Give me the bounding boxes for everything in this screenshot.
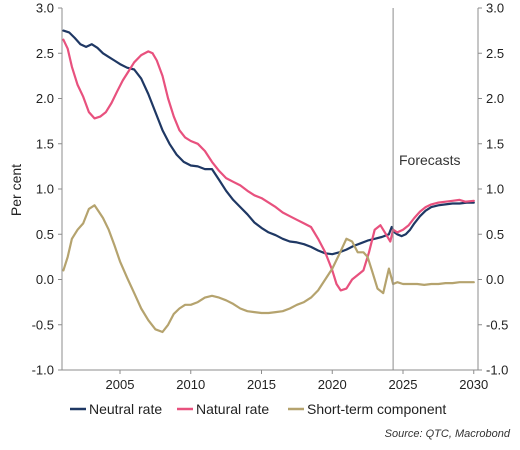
x-tick-label: 2005 [106,377,135,392]
y-tick-label: 1.0 [36,182,54,197]
y-tick-label-right: 0.5 [486,227,504,242]
legend-label-short-term-component: Short-term component [307,401,446,417]
series-line-neutral-rate [62,29,475,256]
legend: Neutral rate Natural rate Short-term compo… [70,401,446,417]
x-tick-label: 2025 [389,377,418,392]
y-tick-label: -0.5 [32,317,54,332]
source-note: Source: QTC, Macrobond [385,428,511,440]
y-tick-label: 0.5 [36,227,54,242]
y-tick-label: 1.5 [36,136,54,151]
y-tick-label-right: -0.5 [486,317,508,332]
y-tick-label-right: 2.5 [486,46,504,61]
legend-label-natural-rate: Natural rate [196,401,269,417]
y-tick-label-right: 1.0 [486,182,504,197]
y-tick-label-right: 1.5 [486,136,504,151]
y-tick-label: 3.0 [36,1,54,16]
y-tick-label: 2.0 [36,91,54,106]
right-y-axis-ticks: -1.0 -0.5 0.0 0.5 1.0 1.5 2.0 2.5 3.0 [478,1,508,378]
x-tick-label: 2020 [318,377,347,392]
series-lines [62,29,475,334]
y-tick-label: 2.5 [36,46,54,61]
x-axis-ticks: 2005 2010 2015 2020 2025 2030 [106,370,488,392]
legend-label-neutral-rate: Neutral rate [89,401,162,417]
x-tick-label: 2015 [247,377,276,392]
y-tick-label-right: 2.0 [486,91,504,106]
y-tick-label-right: 0.0 [486,272,504,287]
series-line-short-term-component [62,204,475,334]
x-tick-label: 2030 [459,377,488,392]
series-line-natural-rate [62,38,475,292]
y-axis-label: Per cent [8,164,24,216]
y-tick-label: -1.0 [32,363,54,378]
x-tick-label: 2010 [176,377,205,392]
y-tick-label-right: -1.0 [486,363,508,378]
plot-area [61,8,479,371]
y-tick-label: 0.0 [36,272,54,287]
y-tick-label-right: 3.0 [486,1,504,16]
left-y-axis-ticks: -1.0 -0.5 0.0 0.5 1.0 1.5 2.0 2.5 3.0 [32,1,62,378]
forecast-annotation: Forecasts [399,152,460,168]
